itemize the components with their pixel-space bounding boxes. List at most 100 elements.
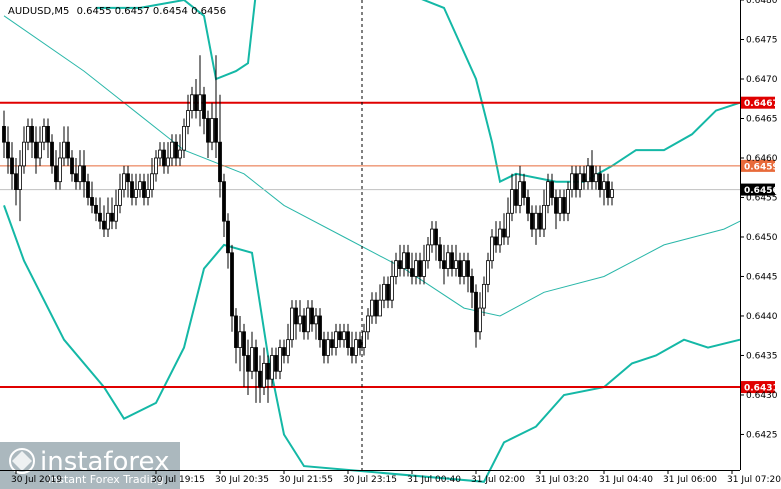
candle-body [410,268,414,277]
candle-body [362,331,366,348]
y-axis: 0.6467 0.6459 0.6431 0.6456 0.6425 0.6430 0.64… [740,0,779,470]
candle-body [338,331,342,341]
candle-body [398,260,402,269]
chart-symbol: AUDUSD,M5 [8,6,69,17]
candle-body [250,347,254,372]
candle-body [82,165,86,183]
x-tick-label: 31 Jul 06:00 [663,475,717,485]
candle-body [322,339,326,356]
y-tick-label: 0.6440 [746,312,778,322]
candle-body [438,244,442,262]
candle-body [170,141,174,159]
candle-body [454,260,458,269]
candle-body [350,347,354,356]
candle-body [22,141,26,167]
x-tick-label: 31 Jul 03:20 [535,475,589,485]
candle-body [418,260,422,277]
candle-body [526,197,530,214]
candle-body [6,141,10,159]
candle-body [86,181,90,198]
candle-body [434,228,438,246]
candle-body [538,212,542,230]
y-tick-label: 0.6435 [746,351,778,361]
x-axis: 30 Jul 2019 30 Jul 19:15 30 Jul 20:35 30 Ju… [0,470,781,485]
candle-body [2,125,6,143]
candle-body [318,315,322,341]
candle-body [222,181,226,222]
candle-body [426,244,430,262]
candle-body [70,157,74,175]
lower-band-line [3,205,741,483]
instaforex-logo-icon [9,448,35,474]
candle-body [78,165,82,183]
candle-body [470,276,474,293]
candle-body [214,118,218,143]
candle-body [534,212,538,230]
candle-body [50,141,54,167]
candle-body [110,212,114,222]
candle-body [282,347,286,356]
candle-body [242,331,246,356]
x-tick-label: 30 Jul 2019 [11,475,62,485]
candle-body [18,165,22,190]
y-tick-label: 0.6465 [746,114,778,124]
candle-body [206,118,210,143]
candle-body [246,355,250,372]
y-tick-label: 0.6470 [746,75,778,85]
x-tick-label: 31 Jul 07:20 [727,475,781,485]
candle-body [26,125,30,143]
chart-ohlc: 0.6455 0.6457 0.6454 0.6456 [77,6,227,17]
resistance-level-tag [741,96,775,109]
pivot-level-tag [741,159,775,172]
candle-body [382,283,386,301]
candle-body [202,94,206,119]
candle-body [374,299,378,317]
candle-body [162,149,166,167]
candle-body [178,149,182,159]
candle-body [198,94,202,111]
bollinger-bands [3,0,741,483]
candle-body [566,189,570,214]
support-level-label: 0.6431 [744,384,779,394]
candle-body [10,157,14,175]
candle-body [370,299,374,317]
candle-body [14,173,18,190]
candle-body [446,252,450,269]
candle-body [390,276,394,301]
candle-body [346,331,350,348]
candle-body [106,212,110,230]
candle-body [458,260,462,277]
candle-body [130,181,134,198]
candle-body [358,339,362,348]
candle-body [310,307,314,325]
watermark-backdrop [0,442,180,489]
candle-body [394,260,398,277]
current-price-tag [741,183,775,196]
candle-body [326,339,330,356]
y-tick-label: 0.6430 [746,391,778,401]
x-tick-label: 31 Jul 00:40 [407,475,461,485]
candle-body [314,315,318,325]
candle-body [134,189,138,198]
candle-body [102,220,106,230]
candle-body [218,141,222,183]
candle-body [38,141,42,159]
candle-body [58,157,62,183]
candle-body [298,315,302,325]
candle-body [494,236,498,246]
candle-body [594,173,598,183]
candle-body [542,204,546,230]
candle-body [158,149,162,159]
y-tick-label: 0.6460 [746,154,778,164]
candle-body [474,291,478,333]
candle-body [54,165,58,183]
chart-title: AUDUSD,M5 0.6455 0.6457 0.6454 0.6456 [8,6,226,17]
candle-body [422,260,426,277]
candle-body [238,331,242,348]
ma-line [3,15,741,317]
candle-body [602,181,606,190]
y-tick-label: 0.6475 [746,35,778,45]
candle-body [506,212,510,238]
